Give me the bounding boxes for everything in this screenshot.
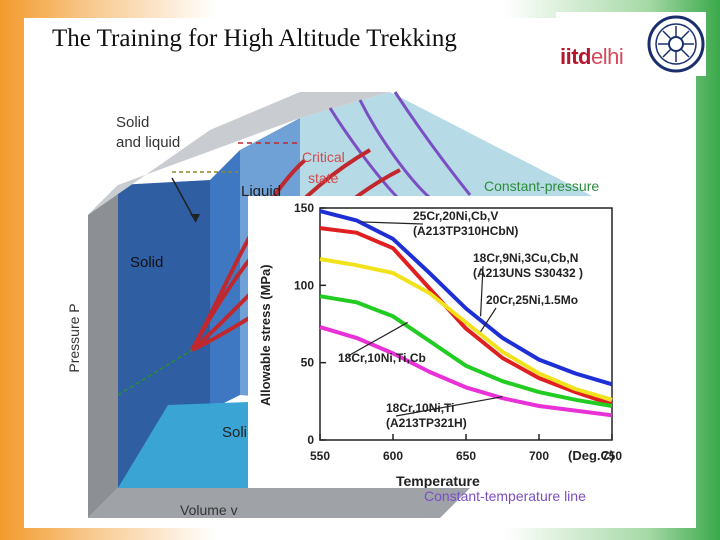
slide-title: The Training for High Altitude Trekking bbox=[52, 25, 457, 52]
y-tick-label: 0 bbox=[307, 433, 314, 447]
chart-annotations: 25Cr,20Ni,Cb,V(A213TP310HCbN) 18Cr,9Ni,3C… bbox=[338, 209, 583, 430]
label-volume-axis: Volume v bbox=[180, 502, 238, 518]
block-left-face bbox=[88, 185, 118, 518]
x-tick-label: 550 bbox=[310, 449, 330, 463]
series-line-4 bbox=[319, 294, 613, 408]
label-constant-pressure: Constant-pressure bbox=[484, 178, 600, 194]
iitdelhi-logo-text: iitdelhi bbox=[560, 44, 624, 70]
label-liquid: Liquid bbox=[241, 183, 282, 200]
chart-series-group bbox=[319, 209, 613, 418]
label-critical-state-line2: state bbox=[308, 170, 339, 186]
allowable-stress-chart: 0 50 100 150 550 600 650 700 750 Allowable stres… bbox=[258, 201, 622, 488]
x-tick-label: 700 bbox=[529, 449, 549, 463]
x-tick-label: 650 bbox=[456, 449, 476, 463]
label-solid-and-liquid-line2: and liquid bbox=[116, 134, 181, 151]
annotation-leader bbox=[395, 396, 503, 417]
chart-ticks: 0 50 100 150 550 600 650 700 750 bbox=[294, 201, 622, 463]
label-solid-vapor: Soli bbox=[222, 424, 248, 441]
annotation-leader bbox=[347, 321, 408, 357]
chart-x-unit-label: (Deg.C) bbox=[568, 448, 614, 463]
label-constant-temperature: Constant-temperature line bbox=[424, 488, 586, 504]
constant-pressure-line bbox=[117, 349, 193, 396]
label-solid: Solid bbox=[130, 254, 164, 271]
annotation-sublabel: (A213UNS S30432 ) bbox=[473, 266, 583, 280]
block-bottom-face bbox=[88, 488, 470, 518]
annotation-leader bbox=[480, 265, 484, 317]
annotation-label: 18Cr,9Ni,3Cu,Cb,N bbox=[473, 251, 578, 265]
annotation-label: 25Cr,20Ni,Cb,V bbox=[413, 209, 498, 223]
annotation-leader bbox=[480, 307, 497, 333]
annotation-sublabel: (A213TP321H) bbox=[386, 416, 467, 430]
y-tick-label: 100 bbox=[294, 278, 314, 292]
y-tick-label: 150 bbox=[294, 201, 314, 215]
series-line-3 bbox=[319, 257, 613, 402]
chart-y-axis-label: Allowable stress (MPa) bbox=[258, 264, 273, 406]
iitd-emblem-icon bbox=[647, 15, 705, 73]
isotherm-lines bbox=[328, 91, 472, 202]
annotation-label: 18Cr,10Ni,Ti,Cb bbox=[338, 351, 426, 365]
pointer-arrowhead-icon bbox=[190, 214, 200, 222]
series-line-1 bbox=[319, 209, 613, 387]
chart-x-axis-label: Temperature bbox=[396, 473, 480, 488]
annotation-label: 18Cr,10Ni,Ti bbox=[386, 401, 454, 415]
annotation-leader bbox=[360, 221, 424, 225]
series-line-5 bbox=[319, 325, 613, 418]
x-tick-label: 750 bbox=[602, 449, 622, 463]
logo-text-accent: elhi bbox=[591, 44, 624, 69]
annotation-sublabel: (A213TP310HCbN) bbox=[413, 224, 518, 238]
solid-liquid-band bbox=[210, 150, 240, 410]
label-critical-state-line1: Critical bbox=[302, 149, 345, 165]
series-line-2 bbox=[319, 226, 613, 407]
y-tick-label: 50 bbox=[301, 356, 315, 370]
label-pressure-axis: Pressure P bbox=[66, 303, 82, 373]
annotation-label: 20Cr,25Ni,1.5Mo bbox=[486, 293, 578, 307]
label-solid-and-liquid-line1: Solid bbox=[116, 114, 150, 131]
x-tick-label: 600 bbox=[383, 449, 403, 463]
logo-text-main: iitd bbox=[560, 44, 592, 69]
